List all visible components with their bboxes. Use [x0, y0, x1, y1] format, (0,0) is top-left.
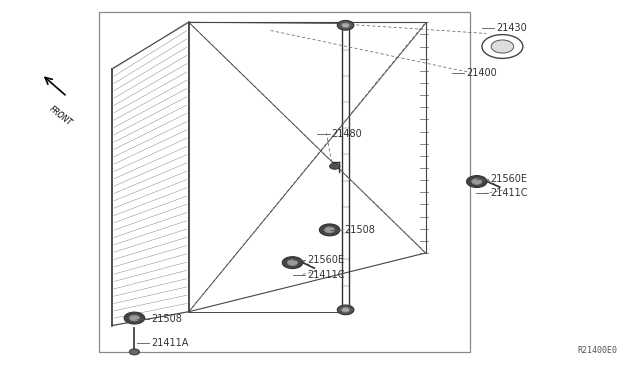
Text: 21411A: 21411A [151, 338, 188, 348]
Circle shape [330, 163, 340, 169]
Text: 21508: 21508 [344, 225, 375, 235]
Circle shape [129, 349, 140, 355]
Circle shape [129, 315, 140, 321]
Circle shape [319, 224, 340, 236]
Text: 21430: 21430 [496, 23, 527, 33]
Circle shape [282, 257, 303, 269]
Circle shape [467, 176, 487, 187]
Circle shape [324, 227, 335, 233]
Text: 21560E: 21560E [307, 256, 344, 265]
Circle shape [342, 23, 349, 28]
Text: 21411C: 21411C [307, 270, 345, 279]
Text: 21400: 21400 [466, 68, 497, 77]
Circle shape [337, 305, 354, 315]
Circle shape [124, 312, 145, 324]
Text: 21411C: 21411C [490, 189, 528, 198]
Circle shape [287, 260, 298, 266]
Circle shape [337, 20, 354, 30]
Text: FRONT: FRONT [48, 104, 74, 127]
Circle shape [342, 308, 349, 312]
Circle shape [491, 40, 514, 53]
Circle shape [482, 35, 523, 58]
Text: 21480: 21480 [332, 129, 362, 139]
Text: 21560E: 21560E [490, 174, 527, 183]
Circle shape [472, 179, 482, 185]
Text: 21508: 21508 [151, 314, 182, 324]
Text: R21400E0: R21400E0 [578, 346, 618, 355]
Bar [99, 12, 470, 352]
